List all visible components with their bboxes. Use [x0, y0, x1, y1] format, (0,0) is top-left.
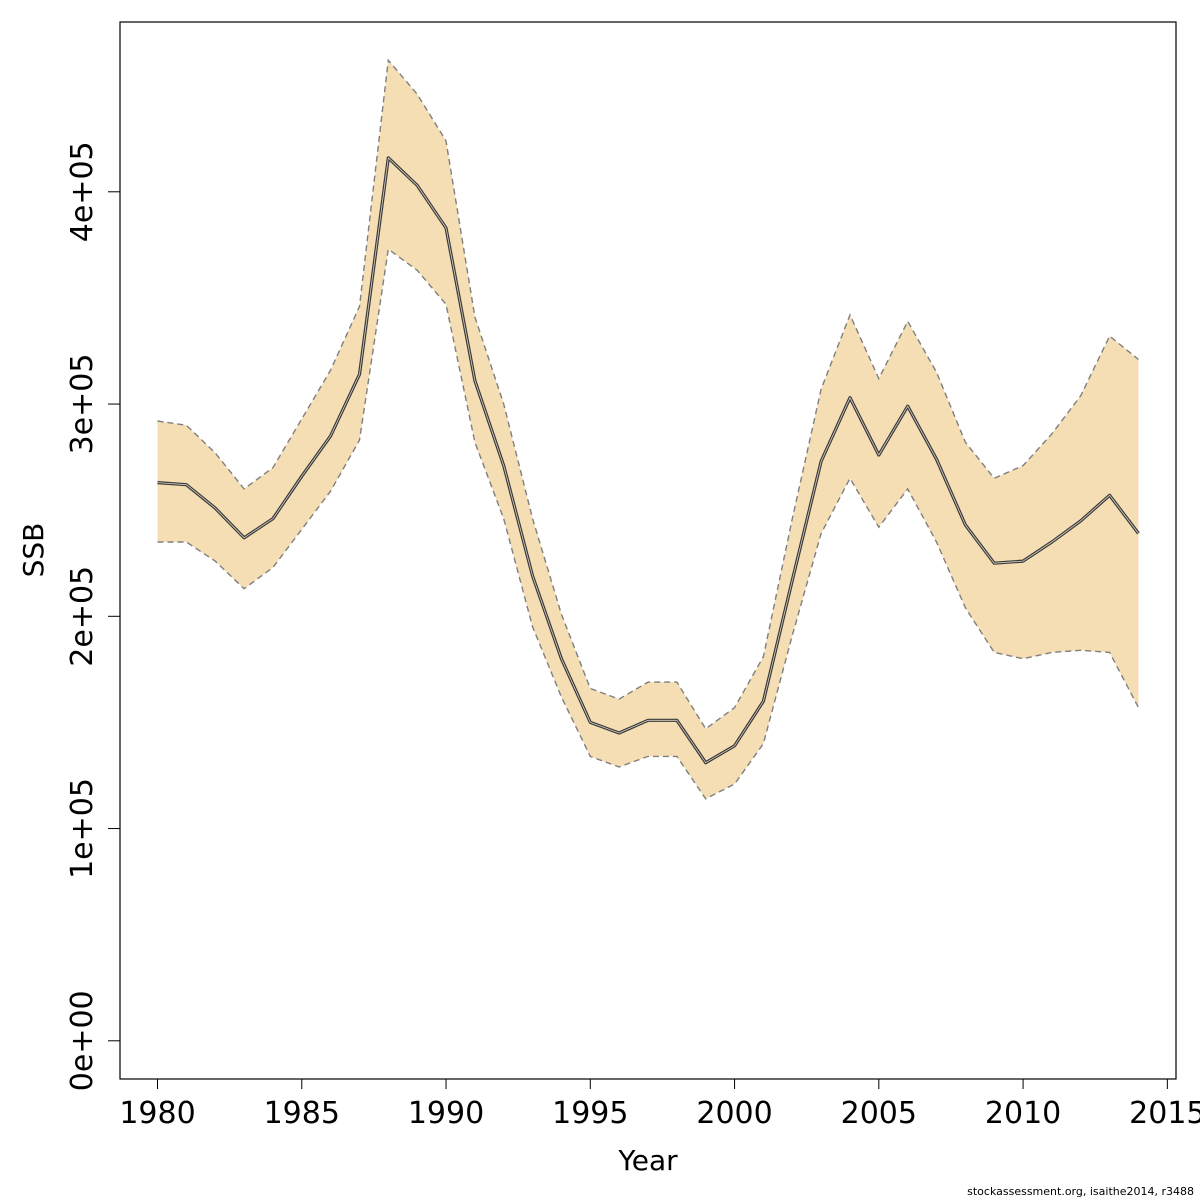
upper-bound-line	[157, 58, 1139, 730]
x-tick-label-2015: 2015	[1129, 1096, 1200, 1131]
x-axis-title: Year	[617, 1144, 678, 1177]
plot-frame	[119, 21, 1177, 1080]
lower-bound-line	[157, 247, 1140, 800]
x-tick-label-2000: 2000	[696, 1096, 772, 1131]
x-tick-label-2010: 2010	[985, 1096, 1061, 1131]
y-tick-label-200000: 2e+05	[65, 566, 100, 667]
x-tick-label-1985: 1985	[264, 1096, 340, 1131]
y-axis: 0e+00 1e+05 2e+05 3e+05 4e+05	[65, 141, 120, 1091]
ssb-line-layer	[157, 156, 1140, 765]
x-axis: 1980 1985 1990 1995 2000 2005 2010 2015	[119, 1079, 1200, 1131]
y-tick-label-100000: 1e+05	[65, 778, 100, 879]
y-tick-label-0: 0e+00	[65, 990, 100, 1091]
ssb-estimate-line-core	[157, 157, 1139, 764]
x-tick-label-1980: 1980	[119, 1096, 195, 1131]
confidence-band-layer	[157, 58, 1140, 800]
y-axis-title: SSB	[17, 523, 50, 578]
x-tick-label-1990: 1990	[408, 1096, 484, 1131]
y-tick-label-300000: 3e+05	[65, 354, 100, 455]
x-tick-label-1995: 1995	[552, 1096, 628, 1131]
confidence-band	[157, 60, 1139, 799]
x-tick-label-2005: 2005	[841, 1096, 917, 1131]
footer-credit: stockassessment.org, isaithe2014, r3488	[967, 1185, 1194, 1198]
y-tick-label-400000: 4e+05	[65, 141, 100, 242]
